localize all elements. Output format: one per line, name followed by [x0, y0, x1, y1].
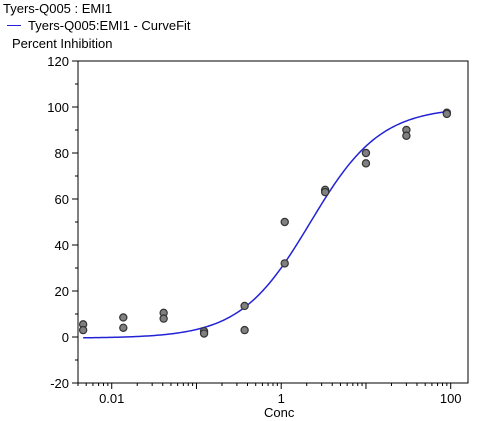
data-points-layer — [78, 108, 452, 338]
y-tick-label: 40 — [55, 238, 69, 253]
data-point — [159, 314, 168, 323]
data-point — [361, 159, 371, 168]
y-tick-label: 60 — [55, 192, 69, 207]
chart-title: Tyers-Q005 : EMI1 — [3, 1, 113, 16]
data-point — [119, 313, 128, 322]
data-point — [199, 329, 209, 338]
data-point — [280, 217, 289, 227]
legend: Tyers-Q005:EMI1 - CurveFit — [7, 18, 191, 33]
y-axis-label: Percent Inhibition — [12, 36, 113, 51]
y-tick-label: 20 — [55, 284, 69, 299]
curve-fit-line — [83, 110, 451, 339]
data-point — [280, 259, 289, 268]
data-point — [240, 301, 249, 311]
data-point — [442, 109, 452, 119]
y-tick-label: -20 — [50, 376, 69, 391]
data-point — [320, 187, 330, 197]
data-point — [402, 131, 411, 140]
data-point — [119, 323, 128, 332]
legend-label-curvefit: Tyers-Q005:EMI1 - CurveFit — [28, 18, 191, 33]
x-tick-label: 0.01 — [99, 391, 124, 406]
x-tick-label: 1 — [278, 391, 285, 406]
data-point — [78, 325, 88, 335]
plot-frame — [77, 60, 469, 384]
y-tick-label: 120 — [47, 54, 69, 69]
data-point — [240, 325, 249, 335]
y-tick-label: 100 — [47, 100, 69, 115]
y-tick-label: 0 — [62, 330, 69, 345]
legend-swatch-curvefit — [7, 25, 21, 26]
curve-fit-layer — [83, 110, 451, 339]
axes: -20 0 20 40 60 80 100 120 0.01 1 100 — [47, 54, 469, 406]
x-tick-label: 100 — [440, 391, 462, 406]
y-tick-label: 80 — [55, 146, 69, 161]
data-point — [361, 148, 371, 158]
x-axis-label: Conc — [264, 405, 295, 420]
